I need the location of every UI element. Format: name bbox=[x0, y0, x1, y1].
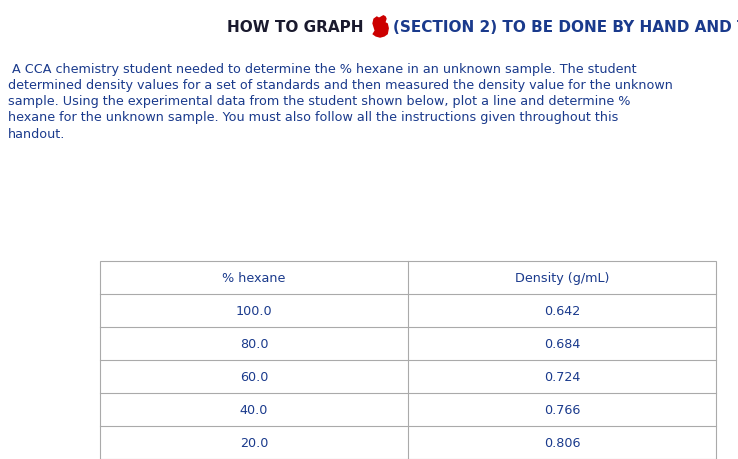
Text: 0.766: 0.766 bbox=[544, 403, 580, 416]
Text: sample. Using the experimental data from the student shown below, plot a line an: sample. Using the experimental data from… bbox=[8, 95, 630, 108]
Text: 0.806: 0.806 bbox=[544, 436, 580, 449]
Text: hexane for the unknown sample. You must also follow all the instructions given t: hexane for the unknown sample. You must … bbox=[8, 111, 618, 124]
Text: 0.642: 0.642 bbox=[544, 304, 580, 317]
Text: HOW TO GRAPH: HOW TO GRAPH bbox=[227, 21, 369, 35]
Text: 0.684: 0.684 bbox=[544, 337, 580, 350]
Text: handout.: handout. bbox=[8, 127, 66, 140]
Text: 80.0: 80.0 bbox=[240, 337, 268, 350]
Text: % hexane: % hexane bbox=[222, 271, 286, 285]
Text: determined density values for a set of standards and then measured the density v: determined density values for a set of s… bbox=[8, 79, 673, 92]
Text: (SECTION 2) TO BE DONE BY HAND AND TURNED IN: (SECTION 2) TO BE DONE BY HAND AND TURNE… bbox=[393, 21, 738, 35]
Text: 20.0: 20.0 bbox=[240, 436, 268, 449]
Text: A CCA chemistry student needed to determine the % hexane in an unknown sample. T: A CCA chemistry student needed to determ… bbox=[8, 63, 637, 76]
Text: 100.0: 100.0 bbox=[235, 304, 272, 317]
Text: 60.0: 60.0 bbox=[240, 370, 268, 383]
Text: 0.724: 0.724 bbox=[544, 370, 580, 383]
Text: Density (g/mL): Density (g/mL) bbox=[515, 271, 609, 285]
Text: 40.0: 40.0 bbox=[240, 403, 268, 416]
Polygon shape bbox=[373, 16, 389, 39]
